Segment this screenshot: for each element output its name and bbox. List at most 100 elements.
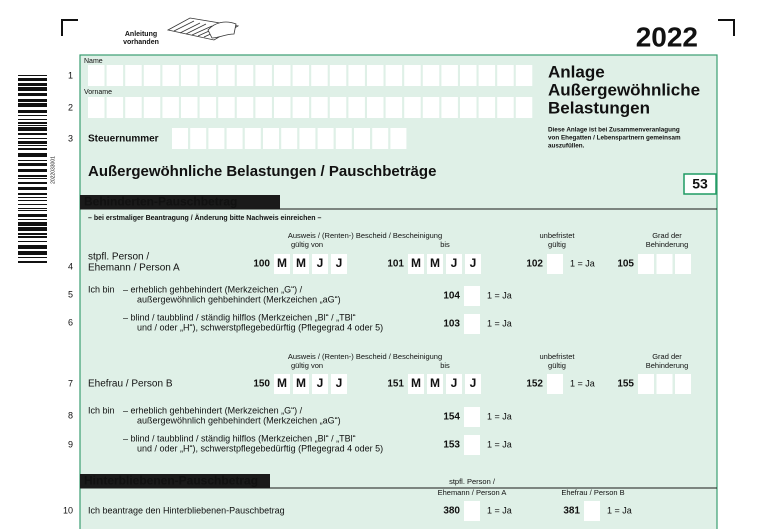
- tax-number-box[interactable]: [317, 128, 334, 149]
- name-box[interactable]: [478, 65, 496, 86]
- name-box[interactable]: [441, 65, 458, 86]
- first-name-box[interactable]: [292, 97, 310, 118]
- name-box[interactable]: [143, 65, 161, 86]
- tax-number-box[interactable]: [244, 128, 261, 149]
- first-name-box[interactable]: [460, 97, 477, 118]
- name-box[interactable]: [422, 65, 440, 86]
- first-name-box[interactable]: [311, 97, 328, 118]
- checkbox[interactable]: [547, 254, 563, 274]
- date-box[interactable]: [312, 374, 328, 394]
- tax-number-box[interactable]: [335, 128, 352, 149]
- name-box[interactable]: [255, 65, 272, 86]
- first-name-box[interactable]: [236, 97, 254, 118]
- name-box[interactable]: [367, 65, 384, 86]
- degree-box[interactable]: [656, 254, 673, 274]
- date-box[interactable]: [446, 254, 462, 274]
- first-name-box[interactable]: [255, 97, 272, 118]
- checkbox[interactable]: [584, 501, 600, 521]
- first-name-box[interactable]: [367, 97, 384, 118]
- date-box[interactable]: [274, 374, 290, 394]
- name-box[interactable]: [460, 65, 477, 86]
- date-box[interactable]: [427, 254, 443, 274]
- tax-number-box[interactable]: [390, 128, 407, 149]
- name-box[interactable]: [292, 65, 310, 86]
- first-name-box[interactable]: [199, 97, 217, 118]
- tax-number-box[interactable]: [190, 128, 207, 149]
- tax-number-box[interactable]: [172, 128, 188, 149]
- degree-box[interactable]: [638, 374, 654, 394]
- name-box[interactable]: [162, 65, 179, 86]
- first-name-box[interactable]: [88, 97, 105, 118]
- checkbox[interactable]: [464, 435, 480, 455]
- first-name-box[interactable]: [441, 97, 458, 118]
- column-header: Behinderung: [646, 240, 689, 249]
- checkbox[interactable]: [464, 501, 480, 521]
- name-box[interactable]: [236, 65, 254, 86]
- date-box[interactable]: [312, 254, 328, 274]
- first-name-box[interactable]: [125, 97, 142, 118]
- row-label: – erheblich gehbehindert (Merkzeichen „G…: [123, 405, 303, 415]
- name-box[interactable]: [348, 65, 365, 86]
- tax-number-box[interactable]: [299, 128, 316, 149]
- first-name-box[interactable]: [385, 97, 403, 118]
- checkbox[interactable]: [464, 407, 480, 427]
- date-box[interactable]: [331, 254, 347, 274]
- tax-number-box[interactable]: [354, 128, 370, 149]
- name-box[interactable]: [311, 65, 328, 86]
- line-number: 6: [68, 317, 73, 327]
- name-box[interactable]: [218, 65, 235, 86]
- name-box[interactable]: [125, 65, 142, 86]
- first-name-box[interactable]: [181, 97, 198, 118]
- date-box[interactable]: [427, 374, 443, 394]
- date-box[interactable]: [331, 374, 347, 394]
- barcode-bar: [18, 204, 47, 205]
- barcode-bar: [18, 233, 47, 235]
- field-label: Vorname: [84, 89, 112, 96]
- first-name-box[interactable]: [422, 97, 440, 118]
- name-box[interactable]: [385, 65, 403, 86]
- tax-number-box[interactable]: [281, 128, 298, 149]
- degree-box[interactable]: [656, 374, 673, 394]
- first-name-box[interactable]: [274, 97, 291, 118]
- tax-number-box[interactable]: [263, 128, 279, 149]
- first-name-box[interactable]: [106, 97, 124, 118]
- tax-number-box[interactable]: [226, 128, 243, 149]
- first-name-box[interactable]: [162, 97, 179, 118]
- first-name-box[interactable]: [218, 97, 235, 118]
- date-box[interactable]: [465, 374, 481, 394]
- name-box[interactable]: [515, 65, 533, 86]
- tax-number-box[interactable]: [208, 128, 225, 149]
- tax-number-box[interactable]: [372, 128, 389, 149]
- first-name-box[interactable]: [515, 97, 533, 118]
- first-name-box[interactable]: [497, 97, 514, 118]
- first-name-box[interactable]: [404, 97, 421, 118]
- name-box[interactable]: [181, 65, 198, 86]
- first-name-box[interactable]: [143, 97, 161, 118]
- name-box[interactable]: [274, 65, 291, 86]
- name-box[interactable]: [199, 65, 217, 86]
- date-box[interactable]: [293, 374, 309, 394]
- name-box[interactable]: [404, 65, 421, 86]
- checkbox[interactable]: [464, 314, 480, 334]
- column-header: gültig von: [291, 361, 323, 370]
- name-box[interactable]: [497, 65, 514, 86]
- degree-box[interactable]: [675, 254, 691, 274]
- date-box[interactable]: [408, 374, 424, 394]
- barcode-bar: [18, 145, 47, 146]
- first-name-box[interactable]: [348, 97, 365, 118]
- first-name-box[interactable]: [329, 97, 347, 118]
- date-box[interactable]: [293, 254, 309, 274]
- checkbox[interactable]: [547, 374, 563, 394]
- date-box[interactable]: [465, 254, 481, 274]
- person-label: Ehemann / Person A: [88, 263, 180, 274]
- name-box[interactable]: [88, 65, 105, 86]
- date-box[interactable]: [408, 254, 424, 274]
- checkbox[interactable]: [464, 286, 480, 306]
- degree-box[interactable]: [638, 254, 654, 274]
- date-box[interactable]: [274, 254, 290, 274]
- degree-box[interactable]: [675, 374, 691, 394]
- name-box[interactable]: [329, 65, 347, 86]
- date-box[interactable]: [446, 374, 462, 394]
- name-box[interactable]: [106, 65, 124, 86]
- first-name-box[interactable]: [478, 97, 496, 118]
